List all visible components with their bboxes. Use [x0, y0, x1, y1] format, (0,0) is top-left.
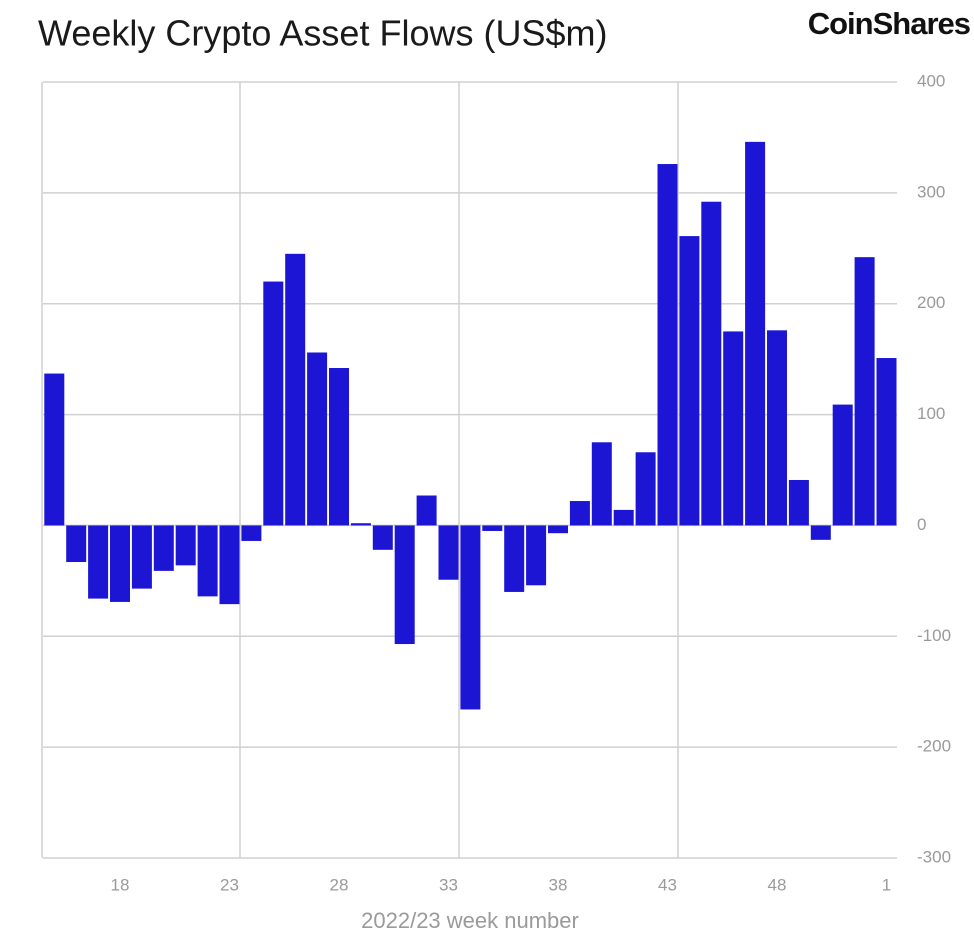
x-tick-label: 38: [549, 875, 568, 894]
bar: [372, 525, 393, 550]
x-tick-label: 18: [111, 875, 130, 894]
y-tick-label: -300: [917, 847, 951, 866]
bar: [219, 525, 240, 605]
vertical-grid: [41, 82, 679, 858]
bar: [197, 525, 218, 597]
bar: [810, 525, 831, 540]
bar: [394, 525, 415, 645]
bar: [548, 525, 568, 534]
bar: [745, 141, 766, 526]
bar: [263, 281, 284, 526]
bar: [438, 525, 459, 580]
bar: [44, 373, 65, 526]
bar: [526, 525, 547, 586]
x-axis-label: 2022/23 week number: [361, 908, 579, 933]
bar: [460, 525, 481, 710]
bar: [110, 525, 130, 602]
bar: [767, 330, 787, 526]
bar: [679, 236, 700, 526]
bar: [416, 495, 437, 526]
bar: [66, 525, 87, 563]
x-tick-label: 43: [658, 875, 677, 894]
bar: [307, 352, 328, 526]
y-tick-label: 100: [917, 404, 945, 423]
bar: [350, 523, 371, 526]
x-tick-label: 1: [882, 875, 891, 894]
bar: [569, 501, 590, 526]
bar: [131, 525, 152, 589]
x-tick-label: 28: [330, 875, 349, 894]
bar: [175, 525, 196, 566]
bar: [329, 368, 349, 526]
y-tick-label: 200: [917, 293, 945, 312]
chart-title: Weekly Crypto Asset Flows (US$m): [38, 13, 607, 54]
y-tick-label: 300: [917, 182, 945, 201]
y-tick-label: -200: [917, 737, 951, 756]
bar: [613, 509, 634, 526]
bar: [701, 201, 722, 526]
y-tick-label: -100: [917, 626, 951, 645]
bar: [657, 164, 678, 526]
x-tick-label: 33: [439, 875, 458, 894]
x-tick-label: 48: [768, 875, 787, 894]
bar: [153, 525, 174, 571]
bar: [723, 331, 744, 526]
x-tick-label: 23: [220, 875, 239, 894]
bar: [285, 253, 306, 526]
y-tick-label: 0: [917, 515, 926, 534]
bar: [788, 479, 809, 526]
bar: [832, 404, 853, 526]
logo: CoinShares: [808, 6, 970, 41]
bar: [876, 358, 897, 526]
bar: [88, 525, 109, 599]
bar: [635, 452, 656, 526]
bar: [482, 525, 503, 531]
bar: [591, 442, 612, 526]
bar: [504, 525, 525, 592]
bar: [854, 257, 875, 526]
y-tick-label: 400: [917, 71, 945, 90]
bar: [241, 525, 262, 541]
